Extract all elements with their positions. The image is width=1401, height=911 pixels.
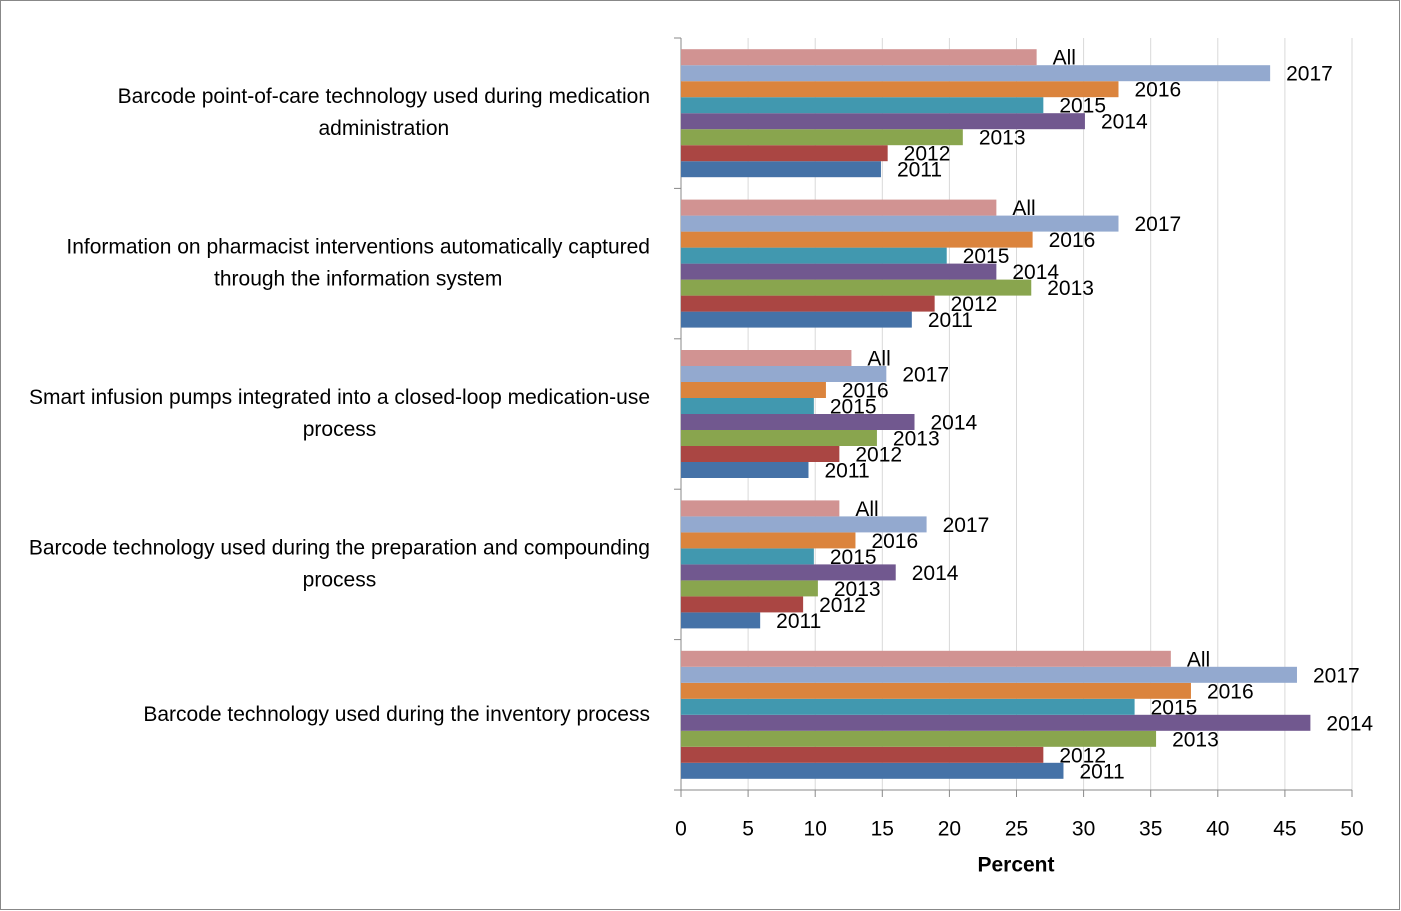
bar-label: All bbox=[1053, 47, 1076, 70]
bar-label: 2012 bbox=[904, 143, 951, 166]
x-tick-label: 10 bbox=[804, 818, 827, 841]
y-tick-label: Barcode technology used during the inven… bbox=[143, 702, 650, 725]
bar bbox=[681, 564, 896, 581]
bar bbox=[681, 698, 1135, 715]
bar bbox=[681, 65, 1271, 82]
bar-label: All bbox=[855, 498, 878, 521]
bar-label: 2016 bbox=[842, 380, 889, 403]
bar-label: All bbox=[1187, 648, 1210, 671]
x-tick-label: 20 bbox=[938, 818, 961, 841]
bar bbox=[681, 596, 804, 613]
bar-label: 2014 bbox=[912, 562, 959, 585]
x-tick-label: 25 bbox=[1005, 818, 1028, 841]
bar bbox=[681, 446, 840, 462]
bar-label: 2013 bbox=[893, 428, 940, 451]
bar bbox=[681, 500, 840, 517]
bar-label: 2015 bbox=[830, 396, 877, 419]
bar-label: 2011 bbox=[1079, 760, 1124, 783]
bar-label: 2016 bbox=[1207, 680, 1254, 703]
bar-label: 2015 bbox=[1059, 95, 1106, 118]
bar bbox=[681, 113, 1085, 130]
y-tick-label: Barcode technology used during the prepa… bbox=[29, 536, 650, 591]
bar-label: 2015 bbox=[963, 245, 1010, 268]
x-tick-label: 50 bbox=[1340, 818, 1363, 841]
x-tick-label: 15 bbox=[871, 818, 894, 841]
bar bbox=[681, 295, 935, 312]
bar-label: 2016 bbox=[1049, 229, 1096, 252]
bar-label: 2013 bbox=[834, 578, 881, 601]
bar bbox=[681, 414, 915, 430]
bar-label: 2017 bbox=[1134, 213, 1181, 236]
bar bbox=[681, 532, 856, 549]
bar bbox=[681, 215, 1119, 232]
bar bbox=[681, 145, 888, 162]
x-tick-label: 0 bbox=[675, 818, 687, 841]
bar bbox=[681, 311, 912, 328]
bar bbox=[681, 97, 1044, 114]
bar-label: All bbox=[1012, 197, 1035, 220]
bar bbox=[681, 247, 947, 264]
bar-label: 2012 bbox=[819, 594, 866, 617]
bar-label: 2016 bbox=[1134, 79, 1181, 102]
bar-label: 2017 bbox=[1286, 63, 1333, 86]
bar-label: 2012 bbox=[1059, 744, 1106, 767]
bar bbox=[681, 430, 877, 446]
bar bbox=[681, 231, 1033, 248]
bar bbox=[681, 666, 1297, 683]
bar-label: 2017 bbox=[943, 514, 990, 537]
bar-label: 2011 bbox=[897, 159, 942, 182]
bar-label: 2017 bbox=[902, 364, 949, 387]
bar-label: 2011 bbox=[776, 610, 821, 633]
bar bbox=[681, 746, 1044, 763]
bar-label: 2014 bbox=[1326, 712, 1373, 735]
bar-label: 2013 bbox=[1047, 277, 1094, 300]
x-tick-label: 5 bbox=[742, 818, 754, 841]
bar bbox=[681, 199, 997, 216]
bar-label: 2015 bbox=[1151, 696, 1198, 719]
bar bbox=[681, 263, 997, 280]
x-tick-label: 30 bbox=[1072, 818, 1095, 841]
bar-label: 2011 bbox=[928, 309, 973, 332]
bar bbox=[681, 382, 826, 398]
bar bbox=[681, 161, 881, 178]
bar-label: 2014 bbox=[1012, 261, 1059, 284]
x-tick-label: 40 bbox=[1206, 818, 1229, 841]
bar bbox=[681, 714, 1311, 731]
x-tick-label: 45 bbox=[1273, 818, 1296, 841]
bar bbox=[681, 548, 814, 565]
bar bbox=[681, 682, 1191, 699]
bar bbox=[681, 350, 852, 366]
bar bbox=[681, 398, 814, 414]
bar-label: 2014 bbox=[1101, 111, 1148, 134]
bar-label: 2016 bbox=[871, 530, 918, 553]
bar bbox=[681, 650, 1171, 667]
bar bbox=[681, 762, 1064, 779]
bar-label: 2017 bbox=[1313, 664, 1360, 687]
bar bbox=[681, 279, 1032, 296]
bar bbox=[681, 516, 927, 533]
y-tick-label: Information on pharmacist interventions … bbox=[66, 235, 650, 290]
bar-label: 2014 bbox=[931, 412, 978, 435]
bar bbox=[681, 49, 1037, 66]
x-tick-label: 35 bbox=[1139, 818, 1162, 841]
bar bbox=[681, 81, 1119, 98]
bar-label: 2012 bbox=[855, 444, 902, 467]
y-tick-label: Barcode point-of-care technology used du… bbox=[118, 85, 650, 140]
bar-label: 2013 bbox=[1172, 728, 1219, 751]
bar bbox=[681, 580, 818, 597]
y-tick-label: Smart infusion pumps integrated into a c… bbox=[29, 386, 650, 441]
bar bbox=[681, 730, 1157, 747]
bar bbox=[681, 129, 963, 146]
x-axis-title: Percent bbox=[977, 854, 1054, 877]
bar-label: 2013 bbox=[979, 127, 1026, 150]
bar-label: 2012 bbox=[951, 293, 998, 316]
bar bbox=[681, 612, 761, 629]
bar bbox=[681, 462, 809, 478]
bar-label: 2011 bbox=[824, 460, 869, 483]
bar-label: All bbox=[867, 348, 890, 371]
bar-label: 2015 bbox=[830, 546, 877, 569]
bar bbox=[681, 366, 887, 382]
